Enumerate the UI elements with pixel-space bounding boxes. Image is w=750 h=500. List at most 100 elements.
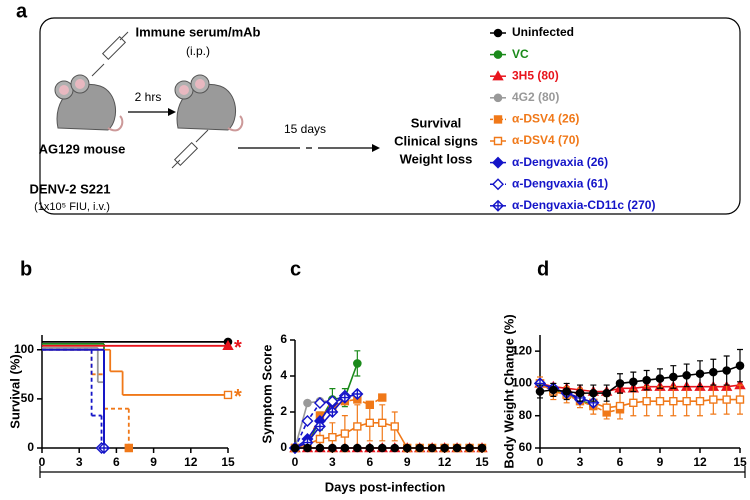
y-tick-label: 4 <box>280 368 287 382</box>
x-tick-label: 12 <box>693 455 707 469</box>
marker <box>682 371 691 380</box>
virus-dose: (1x10⁵ FIU, i.v.) <box>34 201 110 213</box>
shared-x-label: Days post-infection <box>325 479 446 494</box>
y-axis-label: Symptom Score <box>259 345 274 444</box>
y-tick-label: 0 <box>280 440 287 454</box>
marker <box>452 443 462 453</box>
y-tick-label: 120 <box>512 343 532 357</box>
marker <box>735 361 745 370</box>
marker <box>465 443 474 453</box>
arrowhead <box>372 144 380 152</box>
marker <box>682 396 691 406</box>
x-tick-label: 15 <box>733 455 747 469</box>
marker <box>427 443 437 453</box>
marker <box>602 403 611 412</box>
marker <box>477 443 487 453</box>
marker <box>390 443 400 453</box>
panel-letter: c <box>290 258 301 280</box>
marker <box>722 366 731 375</box>
y-tick-label: 0 <box>27 440 34 454</box>
marker <box>615 379 625 388</box>
marker <box>589 388 598 398</box>
y-axis-label: Body Weight Change (%) <box>501 314 516 468</box>
marker <box>655 396 665 406</box>
virus: DENV-2 S221 <box>30 181 111 196</box>
y-tick-label: 80 <box>519 408 533 422</box>
outcome: Weight loss <box>400 151 473 166</box>
marker <box>492 199 504 212</box>
y-tick-label: 100 <box>512 376 532 390</box>
marker <box>313 420 326 433</box>
panel-letter: b <box>20 258 32 280</box>
mouse-label: AG129 mouse <box>39 141 126 156</box>
axes <box>41 335 228 449</box>
marker <box>326 406 339 418</box>
syringe-bottom <box>171 129 209 169</box>
annotation: * <box>234 386 242 408</box>
marker <box>223 390 233 400</box>
marker <box>303 398 312 408</box>
x-tick-label: 0 <box>292 455 299 469</box>
legend-label: 4G2 (80) <box>512 90 559 104</box>
marker <box>535 387 545 396</box>
syringe-top <box>91 31 129 77</box>
legend-label: α-DSV4 (70) <box>512 133 579 147</box>
marker <box>629 398 638 407</box>
legend-label: Uninfected <box>512 25 574 39</box>
marker <box>365 418 374 427</box>
marker <box>493 50 503 59</box>
marker <box>365 443 375 453</box>
x-tick-label: 6 <box>366 455 373 469</box>
marker <box>98 442 110 454</box>
marker <box>602 388 611 398</box>
legend-label: α-Dengvaxia-CD11c (270) <box>512 198 655 212</box>
marker <box>493 115 503 124</box>
x-tick-label: 9 <box>657 455 664 469</box>
marker <box>492 156 504 169</box>
y-tick-label: 6 <box>280 332 287 346</box>
x-tick-label: 15 <box>475 455 489 469</box>
marker <box>493 93 503 103</box>
mouse-left <box>54 74 124 132</box>
marker <box>709 395 718 404</box>
panel-letter: a <box>16 0 28 22</box>
marker <box>642 396 651 406</box>
x-tick-label: 9 <box>150 455 157 469</box>
x-tick-label: 15 <box>221 455 235 469</box>
y-tick-label: 50 <box>21 391 35 405</box>
marker <box>402 443 412 453</box>
marker <box>301 415 314 427</box>
marker <box>629 377 638 387</box>
mouse-right <box>174 74 244 132</box>
marker <box>378 393 387 402</box>
marker <box>695 369 705 379</box>
marker <box>353 422 362 431</box>
marker <box>615 401 625 411</box>
legend-label: VC <box>512 47 529 61</box>
annotation: * <box>234 337 242 359</box>
x-tick-label: 12 <box>184 455 198 469</box>
marker <box>124 443 133 453</box>
treatment-route: (i.p.) <box>186 44 210 58</box>
x-tick-label: 3 <box>76 455 83 469</box>
x-tick-label: 0 <box>537 455 544 469</box>
marker <box>709 367 718 377</box>
interval: 2 hrs <box>135 90 162 104</box>
marker <box>642 375 651 385</box>
marker <box>340 443 350 453</box>
marker <box>735 395 745 404</box>
marker <box>340 429 350 438</box>
marker <box>722 395 731 404</box>
marker <box>669 372 678 382</box>
marker <box>303 443 312 453</box>
outcome: Clinical signs <box>394 133 478 148</box>
axes <box>294 340 482 449</box>
treatment: Immune serum/mAb <box>136 24 261 39</box>
marker <box>338 391 351 404</box>
x-tick-label: 6 <box>617 455 624 469</box>
y-tick-label: 2 <box>280 404 287 418</box>
marker <box>492 178 504 191</box>
y-axis-label: Survival (%) <box>7 354 22 428</box>
outcome: Survival <box>411 115 462 130</box>
panel-letter: d <box>537 258 549 280</box>
